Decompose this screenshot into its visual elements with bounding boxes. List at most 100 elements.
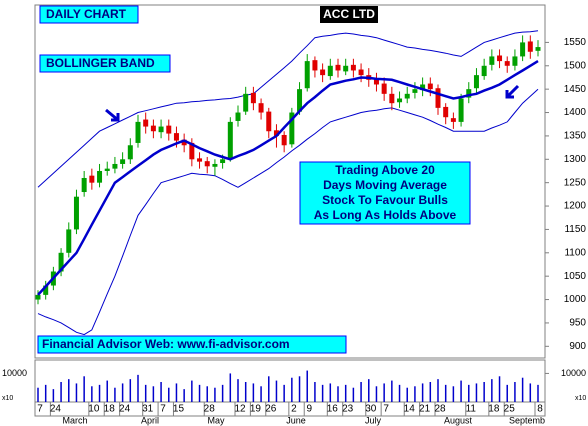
candle-body [158,126,164,133]
candle-body [420,84,426,91]
x-tick-label: 2 [291,404,297,415]
month-label: March [62,415,87,425]
x-tick-label: 25 [504,404,516,415]
x-tick-label: 7 [37,404,43,415]
y-tick-label: 1050 [564,271,587,282]
candle-body [273,130,279,136]
chart-title: ACC LTD [323,7,375,21]
upper-band [37,30,539,188]
x-tick-label: 31 [142,404,154,415]
candle-body [235,112,241,121]
candle-body [181,139,187,146]
candle-body [404,93,410,99]
lower-band [37,88,539,336]
label-box [39,5,139,24]
arrow [105,108,120,122]
x-tick-label: 12 [234,404,246,415]
candle-body [473,75,479,89]
candle-body [312,60,318,71]
month-label: April [141,415,159,425]
candle-body [489,56,495,65]
candle-body [358,69,364,76]
candle-body [243,93,249,112]
x-tick-label: 10 [88,404,100,415]
candle-body [481,65,487,77]
annotation: Trading Above 20 [335,163,435,177]
candle-body [89,175,95,183]
x-tick-label: 19 [250,404,262,415]
candle-body [66,229,72,253]
candle-body [197,158,203,162]
month-label: May [207,415,225,425]
candle-body [289,112,295,145]
candle-body [381,83,387,94]
candle-body [427,83,433,90]
y-tick-label: 1550 [564,37,587,48]
y-tick-label: 1100 [564,247,586,258]
x-tick-label: 18 [104,404,116,415]
candle-body [450,118,456,122]
candle-body [97,170,103,183]
volume-tick-label: 10000 [561,368,586,378]
candle-body [150,125,156,132]
candle-body [35,294,41,300]
candle-body [389,93,395,104]
candle-body [504,61,510,66]
y-tick-label: 1400 [564,107,587,118]
annotation: Stock To Favour Bulls [322,193,448,207]
volume-unit: x10 [575,395,586,402]
x-tick-label: 30 [365,404,377,415]
footer: Financial Advisor Web: www.fi-advisor.co… [42,337,290,351]
candle-body [43,285,49,295]
candle-body [535,47,541,51]
x-tick-label: 15 [173,404,185,415]
title-box [320,6,378,23]
price-panel [34,4,546,359]
candle-body [135,121,141,143]
x-tick-label: 24 [50,404,62,415]
y-tick-label: 950 [569,318,586,329]
candle-body [258,103,264,113]
y-tick-label: 1450 [564,84,587,95]
candle-body [512,56,518,66]
label-box [39,54,171,73]
candle-body [297,89,303,112]
x-tick-label: 21 [419,404,431,415]
x-tick-label: 28 [204,404,216,415]
label: DAILY CHART [46,7,127,21]
candle-body [435,88,441,108]
volume-unit: x10 [2,395,13,402]
y-tick-label: 1000 [564,294,587,305]
x-tick-label: 8 [537,404,543,415]
month-label: July [365,415,382,425]
y-tick-label: 1200 [564,201,587,212]
candle-body [304,61,310,89]
candle-body [327,65,333,77]
arrow [505,84,520,99]
candle-body [458,98,464,122]
candle-body [373,78,379,85]
candle-body [250,92,256,104]
candle-body [443,106,449,118]
y-tick-label: 1350 [564,131,587,142]
label: BOLLINGER BAND [46,56,155,70]
annotation-box [299,161,471,225]
candle-body [466,89,472,98]
moving-average [37,60,539,296]
candle-body [350,64,356,71]
candle-body [204,161,210,167]
candle-body [227,121,233,160]
candle-body [281,134,287,146]
candle-body [266,111,272,132]
x-tick-label: 18 [488,404,500,415]
candle-body [58,252,64,272]
x-tick-label: 28 [434,404,446,415]
month-label: Septemb [509,415,545,425]
x-tick-label: 14 [404,404,416,415]
candle-body [412,89,418,93]
x-tick-label: 23 [342,404,354,415]
x-tick-label: 7 [383,404,389,415]
candle-body [497,55,503,62]
candle-body [520,42,526,57]
